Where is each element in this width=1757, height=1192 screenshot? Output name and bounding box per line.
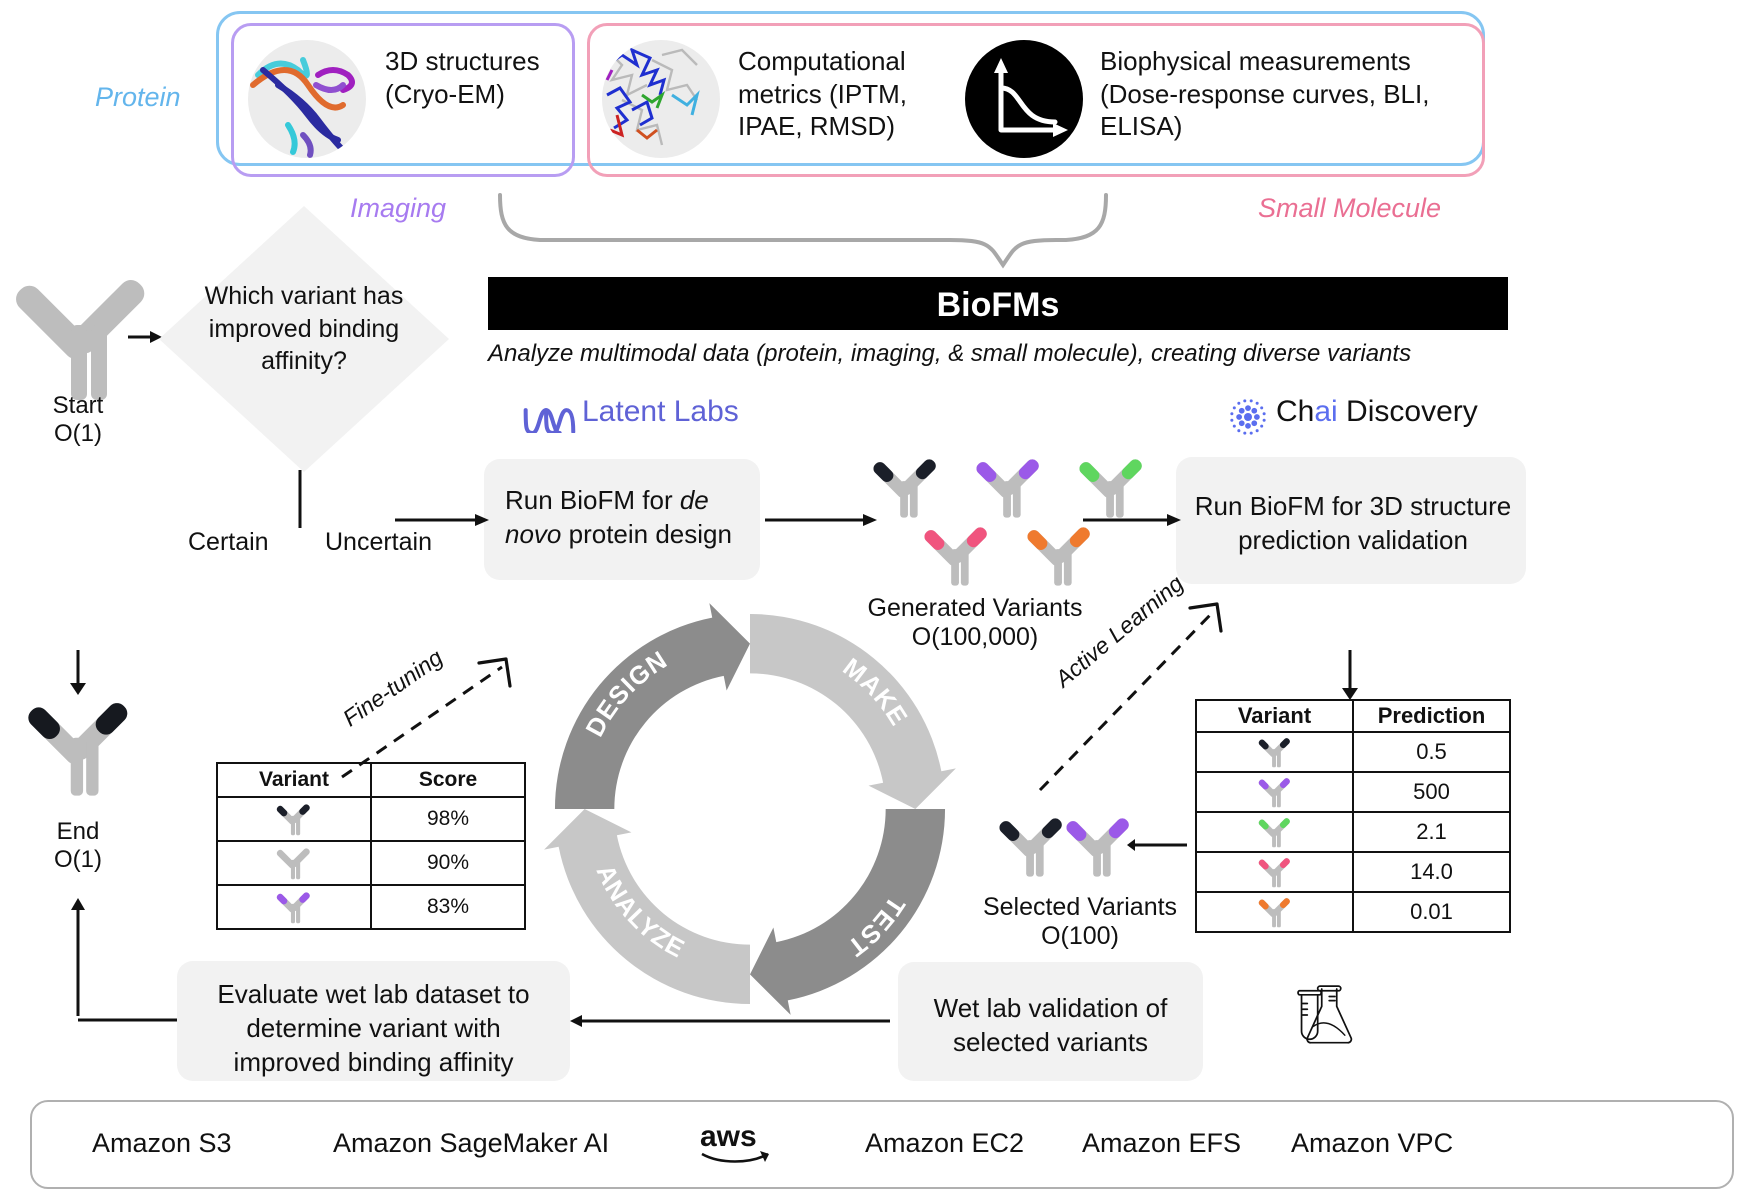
svg-text:aws: aws [700,1120,757,1153]
